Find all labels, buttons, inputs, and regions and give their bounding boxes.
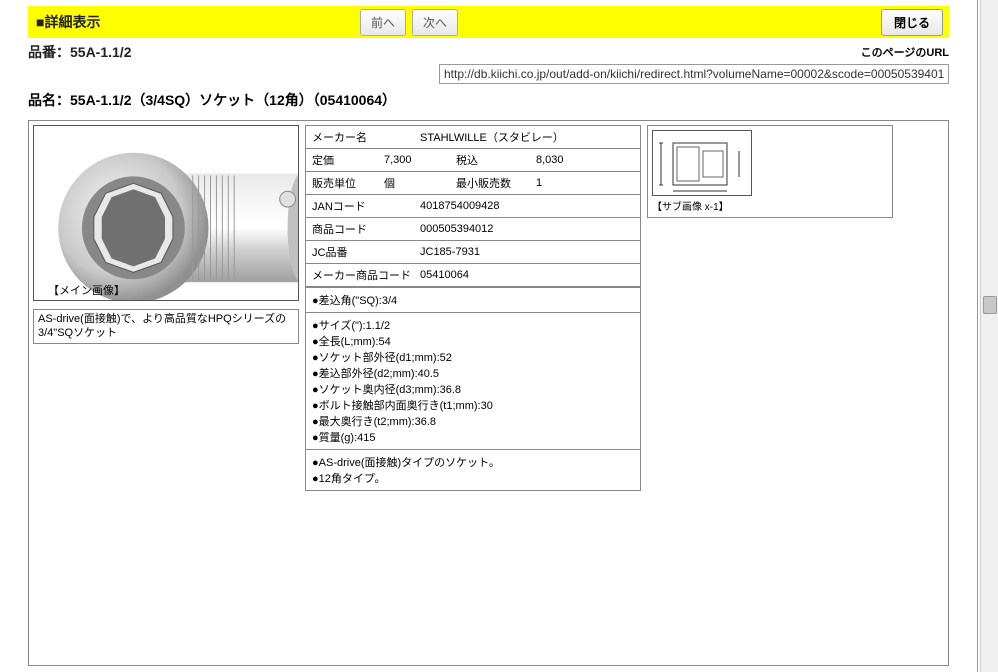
url-input[interactable] — [439, 64, 949, 84]
url-label: このページのURL — [861, 44, 949, 60]
bullet-item: ●12角タイプ。 — [312, 470, 634, 486]
bullet-item: ●AS-drive(面接触)タイプのソケット。 — [312, 454, 634, 470]
prev-button[interactable]: 前へ — [360, 9, 406, 36]
bullet-block-1: ●差込角("SQ):3/4 — [306, 287, 640, 312]
main-scroll-area[interactable]: ■詳細表示 前へ 次へ 閉じる 品番：55A-1.1/2 このページのURL 品… — [0, 0, 978, 672]
outer-scrollbar[interactable] — [980, 0, 998, 672]
detail-panel[interactable]: 【メイン画像】 AS-drive(面接触)で、より高品質なHPQシリーズの3/4… — [28, 120, 949, 666]
diagram-caption: 【サブ画像 x-1】 — [652, 198, 888, 213]
part-name: 品名：55A-1.1/2（3/4SQ）ソケット（12角）（05410064） — [28, 90, 977, 110]
nav-buttons: 前へ 次へ — [360, 9, 458, 36]
close-button[interactable]: 閉じる — [881, 9, 943, 36]
spec-table: メーカー名STAHLWILLE（スタビレー） 定価7,300税込8,030 販売… — [305, 125, 641, 491]
bullet-item: ●サイズ("):1.1/2 — [312, 317, 634, 333]
bullet-block-3: ●AS-drive(面接触)タイプのソケット。●12角タイプ。 — [306, 449, 640, 490]
left-column: 【メイン画像】 AS-drive(面接触)で、より高品質なHPQシリーズの3/4… — [33, 125, 299, 344]
bullet-item: ●ソケット奥内径(d3;mm):36.8 — [312, 381, 634, 397]
bullet-item: ●全長(L;mm):54 — [312, 333, 634, 349]
bullet-item: ●差込部外径(d2;mm):40.5 — [312, 365, 634, 381]
diagram-box — [652, 130, 752, 196]
bullet-item: ●ボルト接触部内面奥行き(t1;mm):30 — [312, 397, 634, 413]
description-box: AS-drive(面接触)で、より高品質なHPQシリーズの3/4"SQソケット — [33, 309, 299, 344]
page-title: ■詳細表示 — [36, 12, 100, 32]
header-bar: ■詳細表示 前へ 次へ 閉じる — [28, 6, 949, 38]
bullet-block-2: ●サイズ("):1.1/2●全長(L;mm):54●ソケット部外径(d1;mm)… — [306, 312, 640, 449]
main-image-box: 【メイン画像】 — [33, 125, 299, 301]
right-column: 【サブ画像 x-1】 — [647, 125, 893, 218]
bullet-item: ●質量(g):415 — [312, 429, 634, 445]
socket-image — [34, 126, 298, 300]
bullet-item: ●最大奥行き(t2;mm):36.8 — [312, 413, 634, 429]
bullet-item: ●差込角("SQ):3/4 — [312, 292, 634, 308]
next-button[interactable]: 次へ — [412, 9, 458, 36]
image-caption: 【メイン画像】 — [48, 282, 125, 298]
diagram-svg — [653, 131, 753, 197]
scrollbar-thumb[interactable] — [983, 296, 997, 314]
part-number: 品番：55A-1.1/2 — [28, 42, 131, 62]
bullet-item: ●ソケット部外径(d1;mm):52 — [312, 349, 634, 365]
